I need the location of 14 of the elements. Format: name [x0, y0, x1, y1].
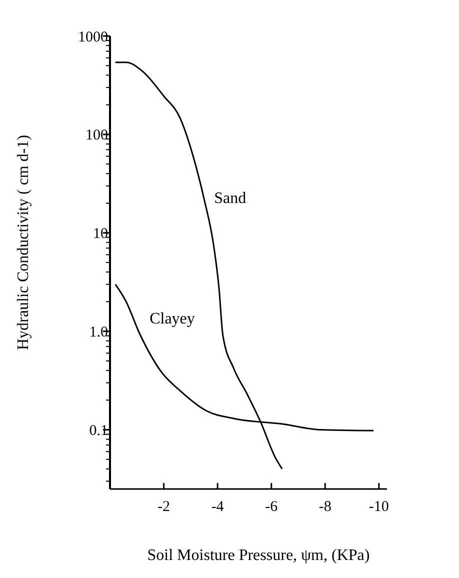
x-tick-label: -8: [318, 499, 332, 515]
x-tick-label: -6: [265, 499, 278, 515]
y-tick-label: 1.0: [89, 324, 108, 341]
y-tick-label: 100: [86, 128, 108, 144]
y-tick-label: 1000: [78, 29, 108, 46]
series-label: Sand: [214, 190, 246, 208]
x-axis-title: Soil Moisture Pressure, ψm, (KPa): [147, 547, 370, 564]
x-tick-label: -4: [211, 499, 224, 515]
y-tick-label: 0.1: [89, 422, 108, 439]
series-label: Clayey: [150, 310, 195, 328]
y-tick-label: 10: [93, 226, 108, 242]
y-axis-title: Hydraulic Conductivity ( cm d-1): [15, 134, 32, 350]
x-tick-label: -10: [368, 499, 389, 515]
x-tick-label: -2: [158, 499, 170, 515]
